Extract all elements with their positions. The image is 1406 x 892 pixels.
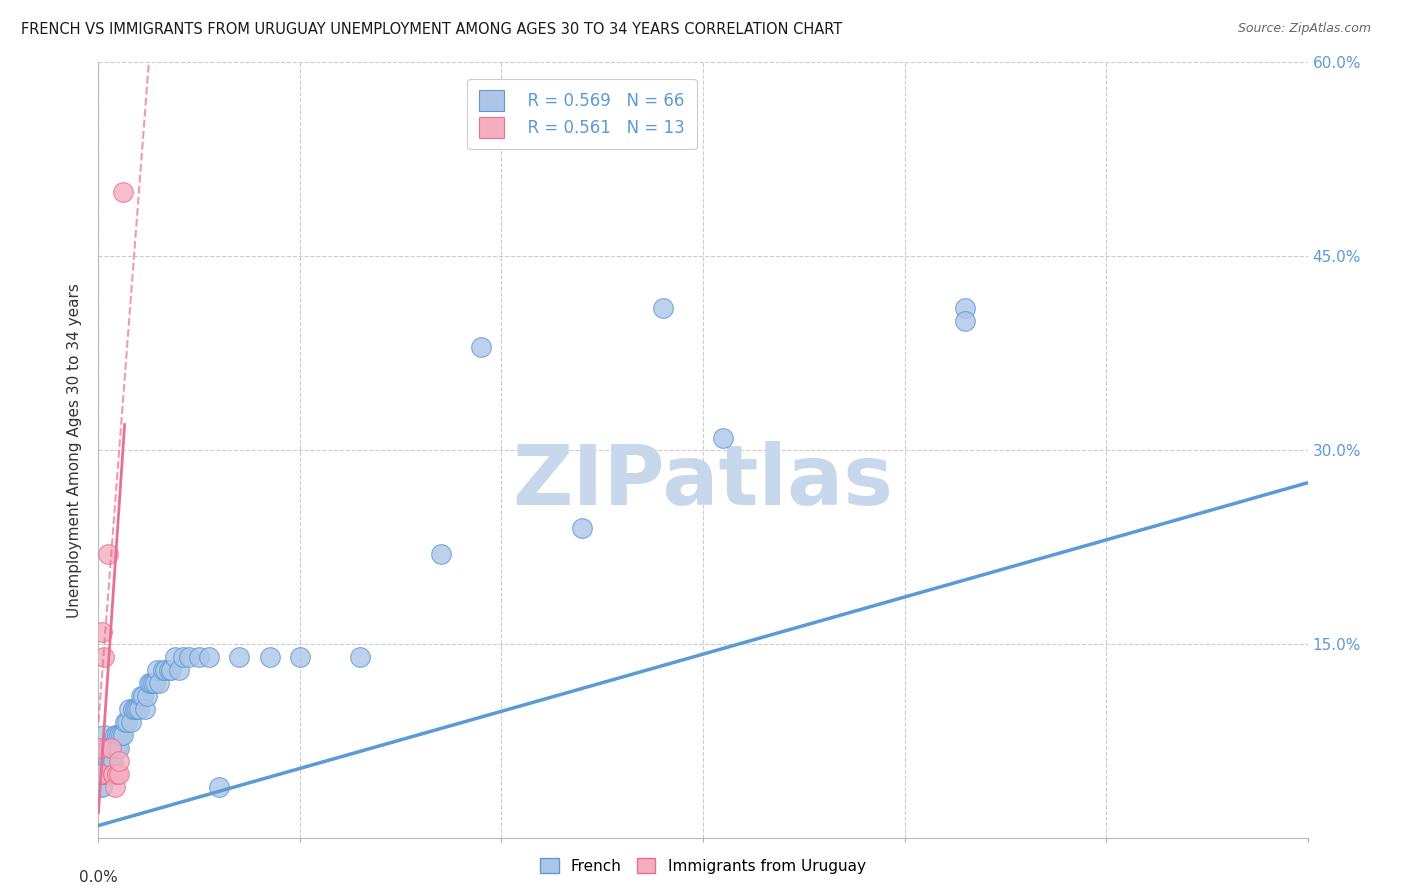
Point bbox=[93, 650, 115, 665]
Point bbox=[89, 754, 111, 768]
Point bbox=[198, 650, 221, 665]
Point bbox=[132, 690, 155, 704]
Point bbox=[96, 740, 118, 755]
Point bbox=[91, 624, 114, 639]
Point bbox=[430, 547, 453, 561]
Point bbox=[148, 676, 170, 690]
Point bbox=[89, 780, 111, 794]
Point bbox=[91, 767, 114, 781]
Point bbox=[101, 754, 124, 768]
Y-axis label: Unemployment Among Ages 30 to 34 years: Unemployment Among Ages 30 to 34 years bbox=[67, 283, 83, 618]
Point bbox=[100, 754, 122, 768]
Point bbox=[953, 314, 976, 328]
Point bbox=[259, 650, 281, 665]
Point bbox=[97, 767, 120, 781]
Point bbox=[651, 301, 673, 316]
Point bbox=[103, 780, 125, 794]
Point bbox=[571, 521, 593, 535]
Point bbox=[115, 715, 138, 730]
Point bbox=[107, 767, 129, 781]
Point bbox=[125, 702, 148, 716]
Point bbox=[288, 650, 311, 665]
Point bbox=[711, 431, 734, 445]
Point bbox=[188, 650, 211, 665]
Point bbox=[91, 780, 114, 794]
Point bbox=[128, 702, 150, 716]
Point bbox=[93, 740, 115, 755]
Point bbox=[105, 728, 128, 742]
Point bbox=[114, 715, 136, 730]
Point bbox=[111, 185, 134, 199]
Point bbox=[101, 767, 124, 781]
Legend: French, Immigrants from Uruguay: French, Immigrants from Uruguay bbox=[534, 852, 872, 880]
Point bbox=[110, 728, 132, 742]
Point bbox=[91, 740, 114, 755]
Point bbox=[103, 740, 125, 755]
Point bbox=[120, 715, 142, 730]
Point bbox=[208, 780, 231, 794]
Point bbox=[172, 650, 194, 665]
Point bbox=[96, 754, 118, 768]
Point bbox=[103, 728, 125, 742]
Text: 0.0%: 0.0% bbox=[79, 870, 118, 885]
Point bbox=[105, 740, 128, 755]
Point bbox=[118, 702, 141, 716]
Legend:   R = 0.569   N = 66,   R = 0.561   N = 13: R = 0.569 N = 66, R = 0.561 N = 13 bbox=[467, 78, 697, 149]
Point bbox=[93, 754, 115, 768]
Point bbox=[100, 740, 122, 755]
Point bbox=[146, 664, 169, 678]
Point bbox=[107, 740, 129, 755]
Point bbox=[134, 702, 156, 716]
Point bbox=[138, 676, 160, 690]
Point bbox=[97, 547, 120, 561]
Point bbox=[129, 690, 152, 704]
Point bbox=[101, 767, 124, 781]
Point bbox=[89, 740, 111, 755]
Point bbox=[139, 676, 162, 690]
Point bbox=[93, 728, 115, 742]
Point bbox=[107, 728, 129, 742]
Point bbox=[97, 754, 120, 768]
Point bbox=[107, 754, 129, 768]
Point bbox=[142, 676, 165, 690]
Point bbox=[152, 664, 174, 678]
Point bbox=[163, 650, 186, 665]
Point bbox=[111, 728, 134, 742]
Point bbox=[135, 690, 157, 704]
Point bbox=[470, 340, 492, 354]
Point bbox=[160, 664, 183, 678]
Point bbox=[89, 740, 111, 755]
Point bbox=[100, 740, 122, 755]
Point bbox=[167, 664, 190, 678]
Point bbox=[179, 650, 201, 665]
Point bbox=[89, 767, 111, 781]
Point bbox=[143, 676, 166, 690]
Point bbox=[105, 767, 128, 781]
Point bbox=[157, 664, 180, 678]
Point bbox=[91, 754, 114, 768]
Point bbox=[97, 740, 120, 755]
Point bbox=[349, 650, 371, 665]
Point bbox=[89, 767, 111, 781]
Point bbox=[101, 740, 124, 755]
Point bbox=[124, 702, 146, 716]
Point bbox=[153, 664, 176, 678]
Point bbox=[228, 650, 250, 665]
Point bbox=[121, 702, 143, 716]
Text: ZIPatlas: ZIPatlas bbox=[513, 441, 893, 522]
Point bbox=[93, 767, 115, 781]
Text: FRENCH VS IMMIGRANTS FROM URUGUAY UNEMPLOYMENT AMONG AGES 30 TO 34 YEARS CORRELA: FRENCH VS IMMIGRANTS FROM URUGUAY UNEMPL… bbox=[21, 22, 842, 37]
Text: Source: ZipAtlas.com: Source: ZipAtlas.com bbox=[1237, 22, 1371, 36]
Point bbox=[953, 301, 976, 316]
